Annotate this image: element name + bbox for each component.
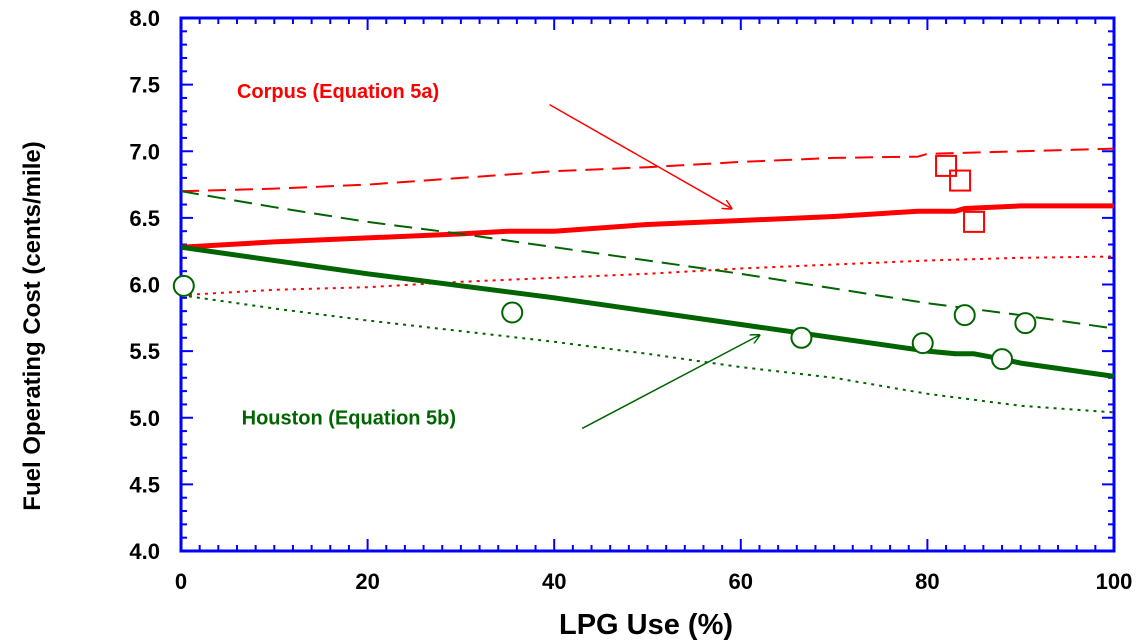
houston-annotation-arrow — [581, 335, 759, 430]
houston-circle-marker — [172, 274, 195, 297]
corpus-square-marker — [963, 210, 986, 233]
y-tick-label: 6.5 — [129, 206, 160, 231]
x-tick-label: 20 — [355, 569, 379, 594]
y-tick-label: 4.0 — [129, 539, 160, 564]
x-tick-label: 40 — [542, 569, 566, 594]
series-lines — [180, 147, 1115, 414]
axis-ticks: 0 20 40 60 80 100 4.0 4.5 5.0 5.5 6.0 6.5 7.0 7.5 8.0 — [129, 6, 1132, 594]
y-tick-label: 8.0 — [129, 6, 160, 31]
y-tick-label: 5.0 — [129, 406, 160, 431]
houston-dotted-line — [180, 294, 1115, 414]
y-tick-label: 7.5 — [129, 73, 160, 98]
houston-circle-marker — [790, 326, 813, 349]
houston-circle-marker — [501, 301, 524, 324]
data-markers — [172, 154, 1037, 371]
y-tick-label: 4.5 — [129, 472, 160, 497]
x-tick-label: 80 — [915, 569, 939, 594]
y-axis-title: Fuel Operating Cost (cents/mile) — [19, 141, 46, 510]
x-tick-label: 60 — [729, 569, 753, 594]
annotations: Corpus (Equation 5a) Houston (Equation 5b… — [237, 81, 759, 429]
houston-circle-marker — [991, 348, 1014, 371]
y-tick-label: 7.0 — [129, 139, 160, 164]
corpus-square-marker — [949, 169, 972, 192]
houston-annotation-label: Houston (Equation 5b) — [242, 407, 456, 429]
corpus-annotation-label: Corpus (Equation 5a) — [237, 81, 439, 103]
corpus-solid-line — [180, 203, 1114, 250]
x-axis-title: LPG Use (%) — [559, 609, 733, 640]
houston-circle-marker — [911, 332, 934, 355]
corpus-dashed-line — [180, 147, 1115, 193]
houston-circle-marker — [1014, 312, 1037, 335]
corpus-square-marker — [935, 154, 958, 177]
x-tick-label: 0 — [175, 569, 187, 594]
corpus-annotation-arrow — [549, 103, 732, 209]
houston-circle-marker — [953, 304, 976, 327]
x-tick-label: 100 — [1096, 569, 1133, 594]
corpus-dotted-line — [180, 255, 1115, 297]
y-tick-label: 5.5 — [129, 339, 160, 364]
y-tick-label: 6.0 — [129, 273, 160, 298]
